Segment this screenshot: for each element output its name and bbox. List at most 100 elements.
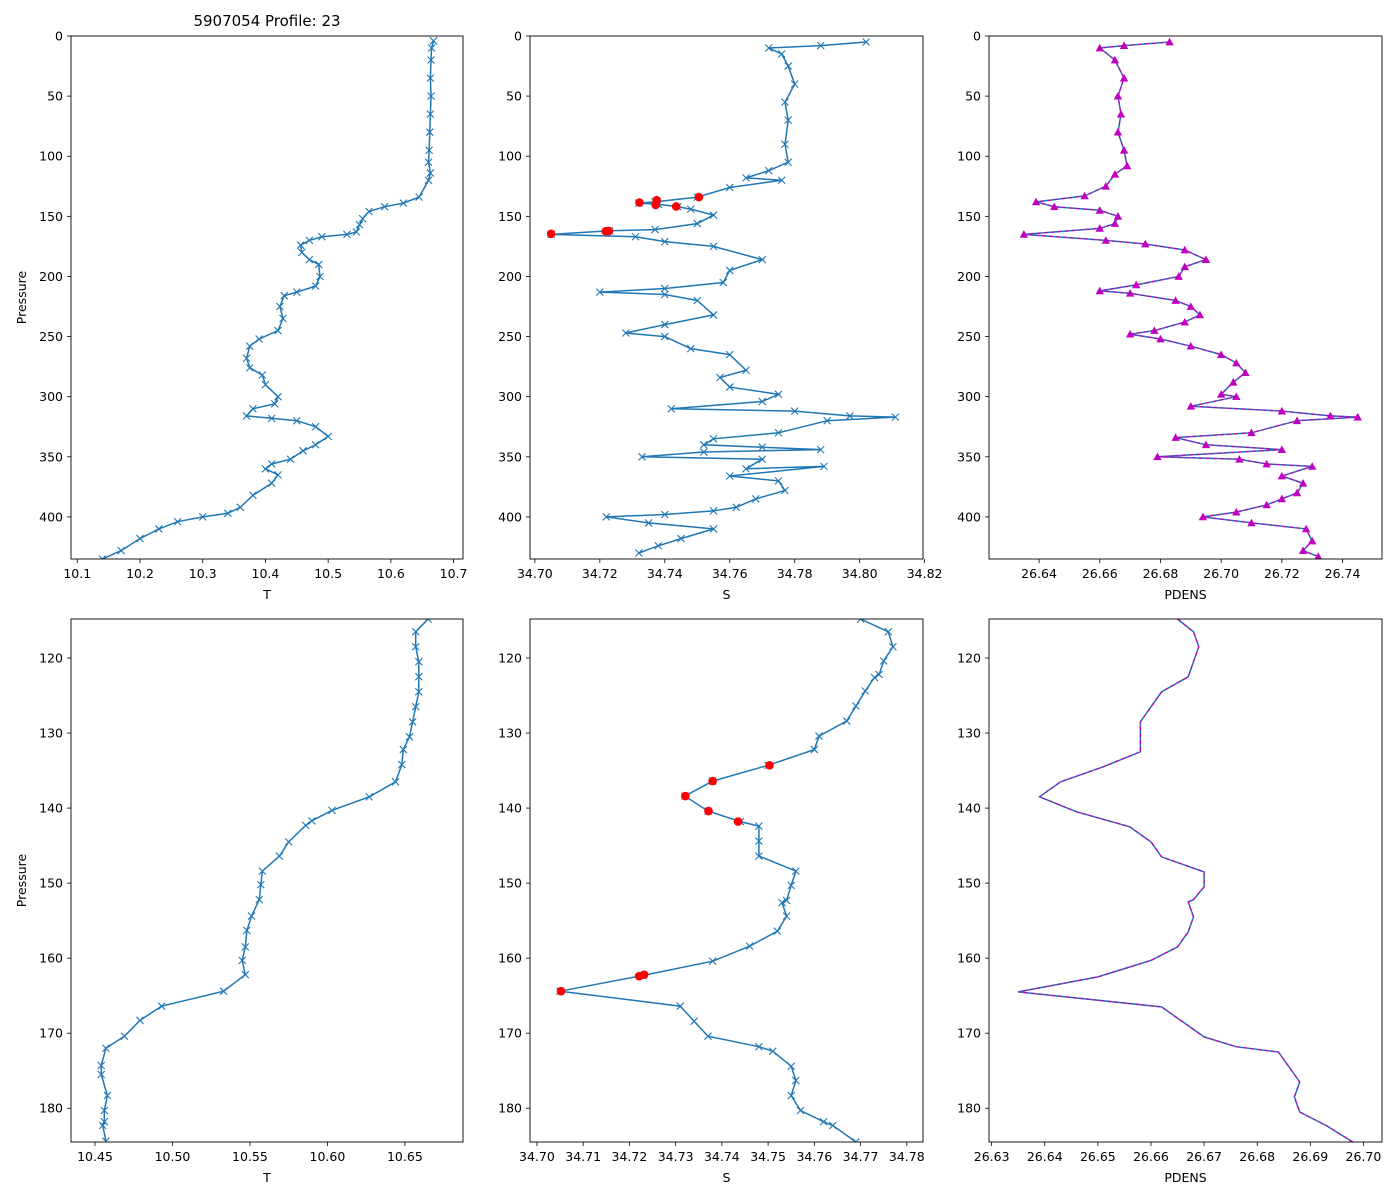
top_S-point xyxy=(634,549,643,557)
top_T-point xyxy=(415,193,423,201)
top_PDENS-point xyxy=(1156,334,1165,343)
top_PDENS-point xyxy=(1277,471,1287,480)
bot_T-point xyxy=(284,837,293,846)
bot_PDENS-xtick-label: 26.70 xyxy=(1346,1149,1382,1164)
bot_S-point xyxy=(828,1121,837,1130)
top_T-point xyxy=(365,207,373,216)
top_PDENS-point xyxy=(1195,310,1205,319)
top_T-point xyxy=(317,232,326,241)
top_PDENS-xtick-label: 26.74 xyxy=(1325,566,1361,581)
top_T-point xyxy=(311,282,320,290)
top_T-point xyxy=(292,288,301,296)
top_T-point xyxy=(173,517,182,526)
bot_S-point xyxy=(861,687,870,695)
top_S-point xyxy=(758,455,767,464)
top_T-point xyxy=(245,363,254,372)
top_S-point xyxy=(660,332,669,341)
top_PDENS-point xyxy=(1141,239,1150,248)
top_PDENS-point xyxy=(1095,224,1104,232)
bot_PDENS-ytick-label: 170 xyxy=(957,1026,981,1041)
top_S-point xyxy=(686,344,695,353)
bot_S-point xyxy=(708,957,717,966)
top_PDENS-point xyxy=(1216,390,1226,398)
top_S-point xyxy=(784,62,793,70)
top_PDENS-point xyxy=(1101,182,1111,190)
bot_S-point xyxy=(787,1091,796,1100)
bot_T-point xyxy=(414,672,423,681)
top_T-point xyxy=(223,509,232,518)
bot_S-frame xyxy=(529,618,924,1143)
top_PDENS-point xyxy=(1180,317,1189,326)
top_PDENS-point xyxy=(1153,452,1162,461)
top_T-xtick-label: 10.1 xyxy=(63,566,91,581)
bot_T-point xyxy=(136,1016,144,1025)
top_T-point xyxy=(425,128,434,137)
top_PDENS-point xyxy=(1277,494,1287,503)
top_T-point xyxy=(274,392,282,401)
top_PDENS-point xyxy=(1262,500,1271,509)
bot_T-point xyxy=(411,627,420,636)
bot_S-point xyxy=(796,1106,805,1115)
bot_T-ytick-label: 130 xyxy=(39,726,63,741)
top_S-point xyxy=(725,183,734,192)
top_PDENS-point xyxy=(1095,206,1104,214)
bot_T-point xyxy=(120,1032,129,1041)
top_PDENS-point xyxy=(1110,170,1120,178)
top_PDENS-point xyxy=(1308,536,1317,545)
bot_S-ytick-label: 130 xyxy=(498,726,522,741)
top_T-point xyxy=(236,503,245,512)
bot_S-xtick-label: 34.76 xyxy=(796,1149,832,1164)
top_S-point xyxy=(742,366,750,375)
top_PDENS-point xyxy=(1180,262,1189,271)
top_PDENS-point xyxy=(1232,358,1241,367)
top_S-point xyxy=(709,507,718,515)
top_T-ytick-label: 250 xyxy=(39,329,63,344)
bot_T-point xyxy=(391,777,400,786)
top_S-ytick-label: 150 xyxy=(498,209,522,224)
top_PDENS-point xyxy=(1229,378,1238,386)
top_S-flagged-point xyxy=(604,226,614,236)
top_T-xtick-label: 10.5 xyxy=(314,566,342,581)
top_PDENS-ytick-label: 250 xyxy=(957,329,981,344)
top_PDENS-point xyxy=(1308,462,1317,470)
top_T-point xyxy=(311,440,320,449)
bot_T-point xyxy=(408,717,417,726)
bot_S-point xyxy=(819,1117,828,1126)
bot_S-ytick-label: 140 xyxy=(498,801,522,816)
bot_S-point xyxy=(884,627,893,636)
top_T-point xyxy=(274,326,282,335)
top_T-xtick-label: 10.4 xyxy=(252,566,280,581)
top_PDENS-point xyxy=(1232,392,1241,401)
top_S-point xyxy=(820,462,828,471)
top_PDENS-point xyxy=(1119,41,1129,49)
top_T-point xyxy=(292,416,301,425)
bot_S-point xyxy=(791,867,800,876)
top_PDENS-xtick-label: 26.72 xyxy=(1264,566,1300,581)
bot_PDENS-ytick-label: 140 xyxy=(957,801,981,816)
top_T-point xyxy=(427,44,436,52)
bot_S-flagged-point xyxy=(681,791,690,801)
top_S-point xyxy=(677,534,685,543)
top_PDENS-ytick-label: 100 xyxy=(957,149,981,164)
top_T-point xyxy=(399,199,408,208)
top_T-xtick-label: 10.2 xyxy=(126,566,154,581)
top_T-point xyxy=(358,214,367,223)
bot_S-point xyxy=(810,745,819,754)
top_S-point xyxy=(774,428,783,437)
top_T-xlabel: T xyxy=(262,587,271,602)
top_S-point xyxy=(686,205,695,214)
top_S-ytick-label: 400 xyxy=(498,509,522,524)
top_T-point xyxy=(324,432,333,441)
top_PDENS-point xyxy=(1247,518,1256,527)
top_PDENS-point xyxy=(1171,296,1180,304)
bot_S-point xyxy=(889,642,897,651)
top_S-point xyxy=(644,519,653,527)
top_T-point xyxy=(424,158,433,167)
top_T-point xyxy=(305,236,314,245)
top_PDENS-point xyxy=(1186,302,1196,310)
bot_PDENS-data xyxy=(1018,619,1354,1142)
bot_S-point xyxy=(856,619,865,623)
top_S-ytick-label: 250 xyxy=(498,329,522,344)
top_T-point xyxy=(279,314,287,323)
